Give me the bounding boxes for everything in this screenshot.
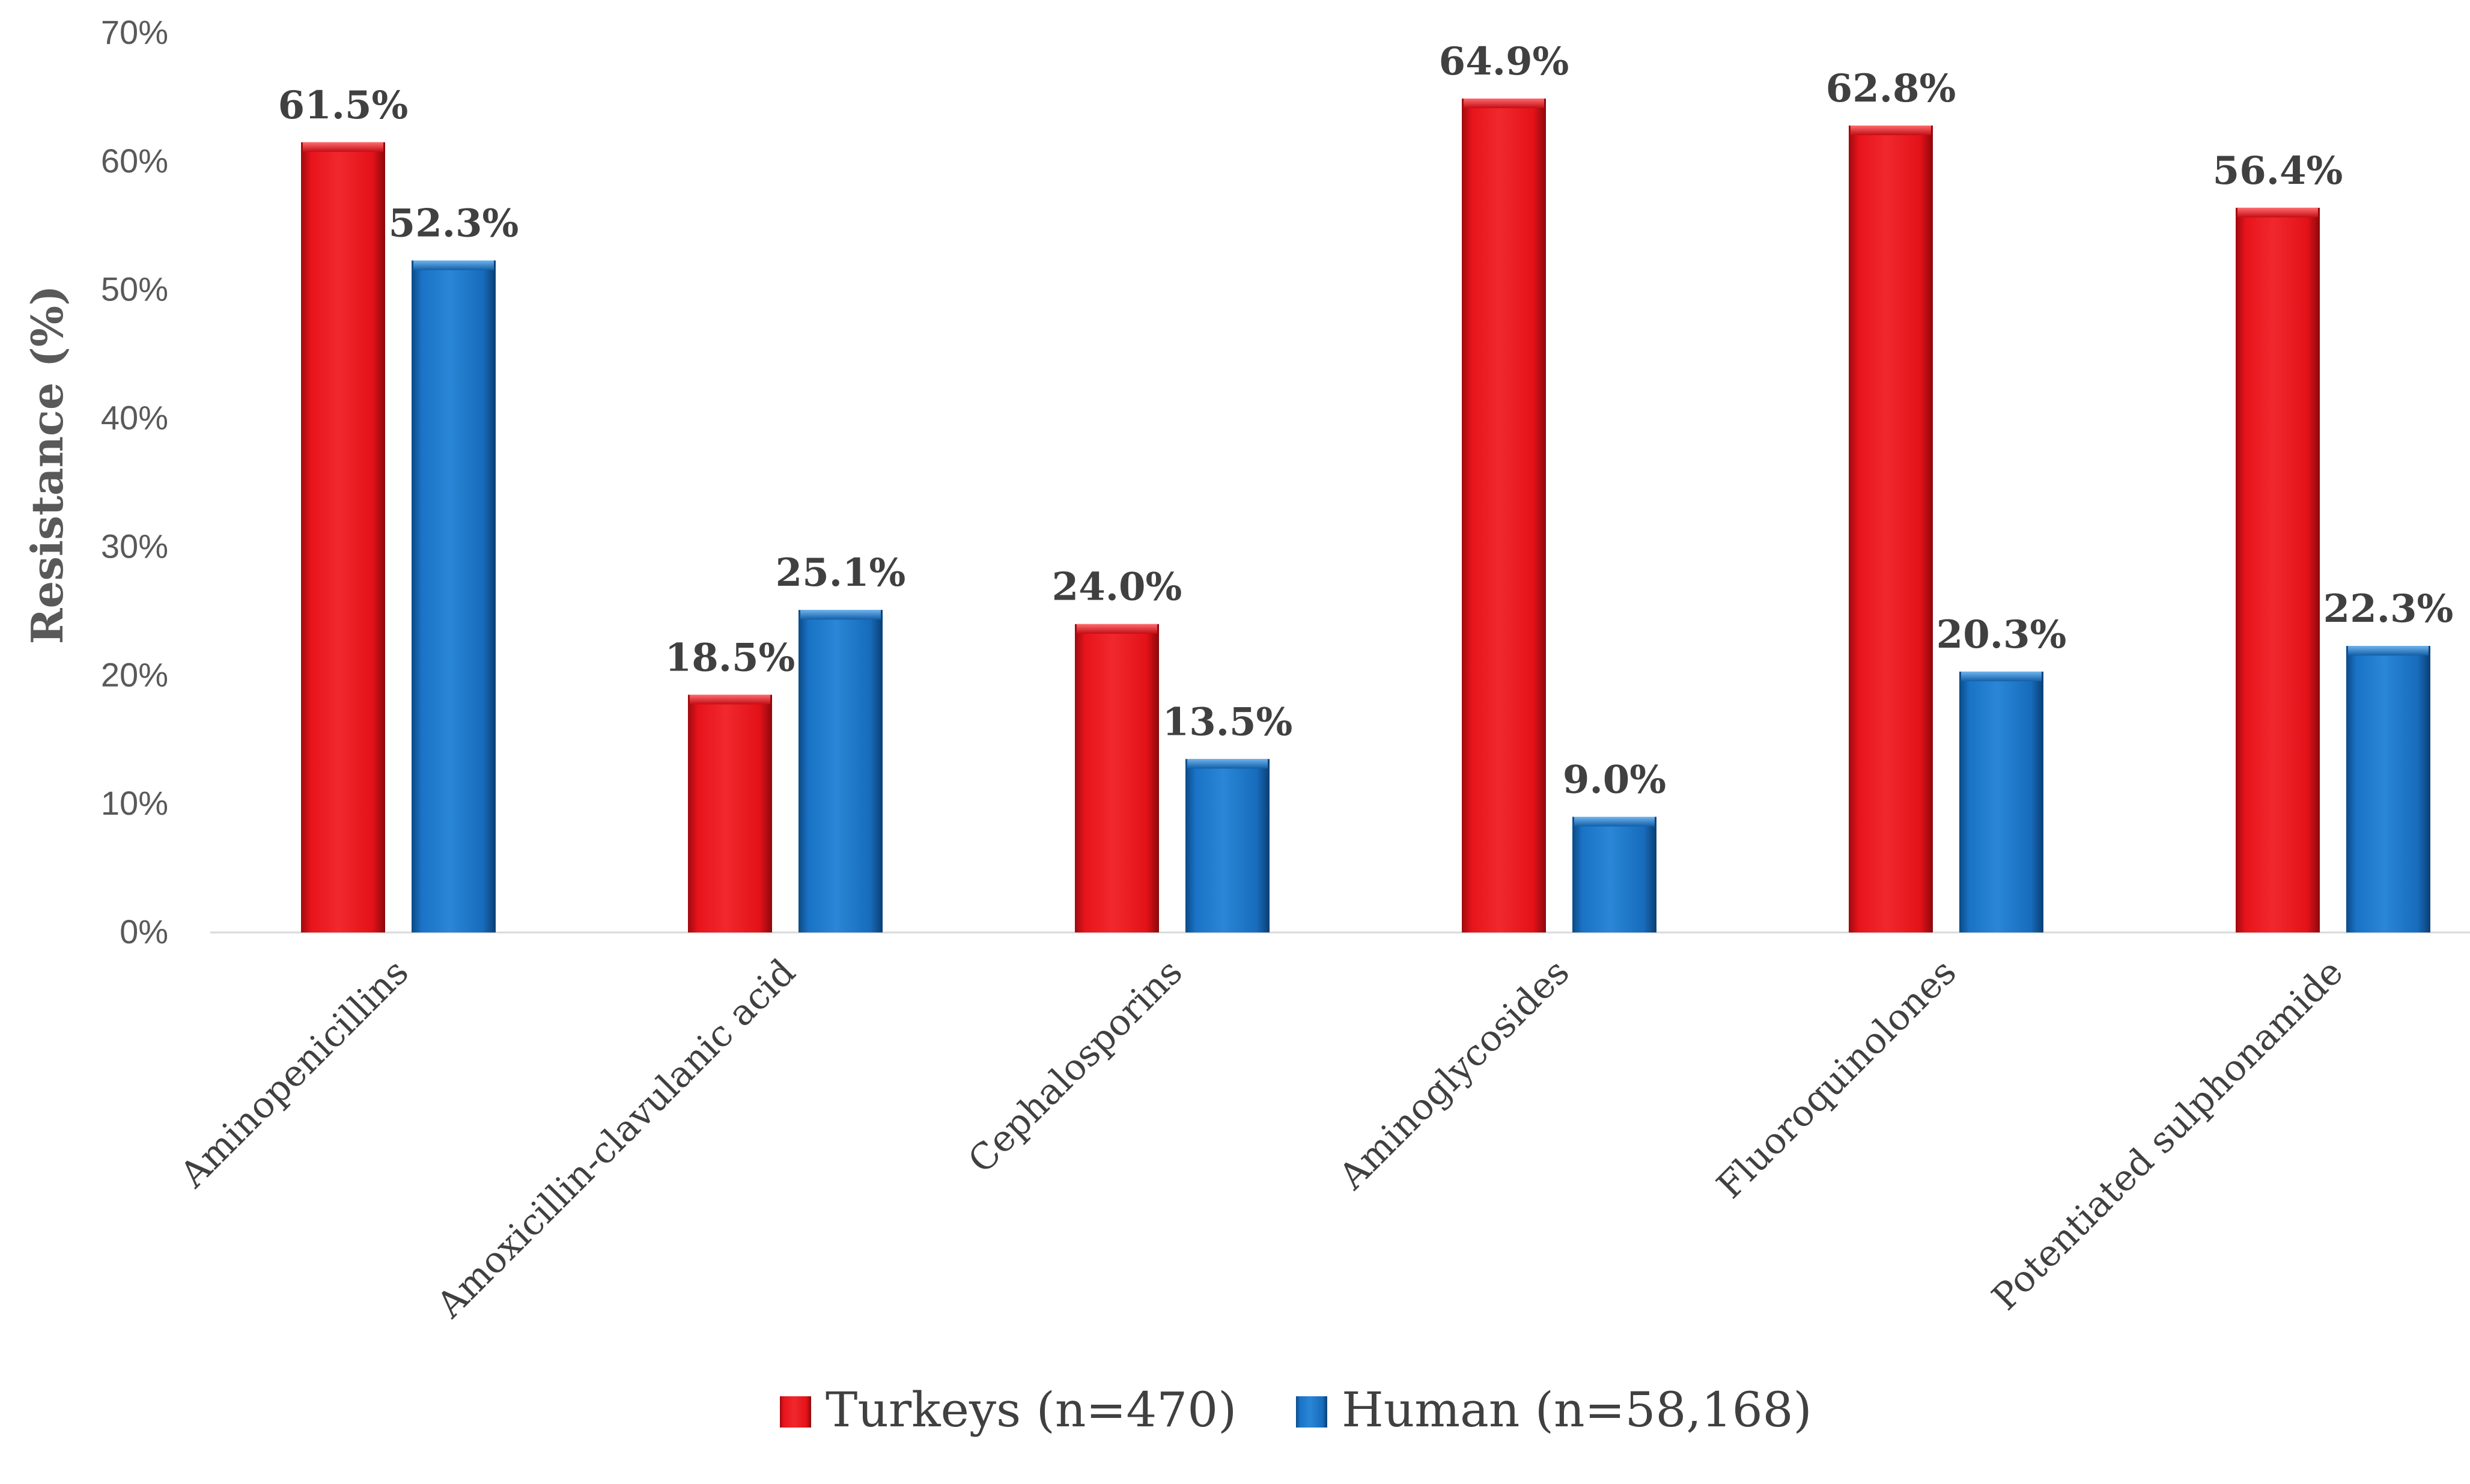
bar-bevel: [690, 695, 770, 705]
bar-human: [1185, 759, 1270, 932]
category-labels: Aminopenicillins Amoxicillin-clavulanic a…: [172, 951, 2352, 1327]
bar-human: [1572, 817, 1656, 932]
y-axis-title: Resistance (%): [22, 285, 73, 645]
bar-bevel: [1077, 624, 1157, 634]
data-label-human: 20.3%: [1936, 612, 2067, 657]
legend-swatch-human: [1296, 1396, 1327, 1428]
bar-bevel: [800, 610, 881, 620]
category-label: Fluoroquinolones: [1709, 951, 1964, 1206]
bar-bevel: [1464, 99, 1544, 109]
bars: [301, 99, 2430, 933]
data-label-turkeys: 64.9%: [1439, 39, 1569, 84]
bar-bevel: [1961, 671, 2042, 681]
data-label-human: 9.0%: [1563, 758, 1666, 803]
bar-human: [1959, 671, 2043, 932]
y-tick-label: 30%: [101, 527, 168, 565]
bar-turkeys: [688, 695, 772, 932]
category-label: Cephalosporins: [960, 951, 1190, 1181]
y-tick-label: 70%: [101, 13, 168, 51]
bar-bevel: [2237, 207, 2318, 217]
bar-human: [412, 260, 496, 933]
data-label-turkeys: 56.4%: [2213, 148, 2343, 193]
y-tick-label: 20%: [101, 655, 168, 693]
data-label-human: 52.3%: [389, 201, 519, 246]
category-label: Aminopenicillins: [172, 951, 417, 1196]
bar-turkeys: [2236, 207, 2320, 932]
data-label-human: 25.1%: [776, 550, 906, 595]
bar-turkeys: [1462, 99, 1546, 932]
data-label-human: 13.5%: [1163, 699, 1293, 744]
data-label-turkeys: 18.5%: [665, 635, 795, 680]
data-label-turkeys: 62.8%: [1826, 66, 1956, 111]
bar-turkeys: [301, 142, 385, 932]
y-tick-label: 10%: [101, 784, 168, 822]
bar-turkeys: [1849, 125, 1933, 932]
bar-bevel: [2348, 646, 2429, 656]
legend-label-turkeys: Turkeys (n=470): [826, 1382, 1237, 1438]
bar-human: [2346, 646, 2430, 932]
axes: 0% 10% 20% 30% 40% 50% 60% 70% Resistance (%): [22, 13, 2470, 950]
y-tick-label: 60%: [101, 142, 168, 180]
data-label-turkeys: 61.5%: [278, 83, 409, 128]
bar-bevel: [413, 260, 494, 270]
y-tick-label: 40%: [101, 399, 168, 437]
bar-bevel: [1574, 817, 1655, 827]
y-tick-label: 50%: [101, 270, 168, 308]
data-label-turkeys: 24.0%: [1052, 565, 1182, 610]
y-tick-label: 0%: [120, 913, 168, 950]
category-label: Amoxicillin-clavulanic acid: [428, 951, 804, 1327]
bar-turkeys: [1075, 624, 1159, 932]
bar-bevel: [1187, 759, 1268, 769]
value-labels: 61.5% 52.3% 18.5% 25.1% 24.0% 13.5% 64.9% 9.0% 6…: [278, 39, 2454, 802]
legend: Turkeys (n=470) Human (n=58,168): [780, 1382, 1812, 1438]
category-label: Potentiated sulphonamide: [1984, 951, 2351, 1318]
bar-human: [798, 610, 883, 932]
category-label: Aminoglycosides: [1331, 951, 1578, 1198]
legend-label-human: Human (n=58,168): [1342, 1382, 1812, 1438]
bar-bevel: [303, 142, 383, 152]
legend-swatch-turkeys: [780, 1396, 811, 1428]
bar-bevel: [1851, 125, 1931, 135]
data-label-human: 22.3%: [2323, 586, 2454, 631]
